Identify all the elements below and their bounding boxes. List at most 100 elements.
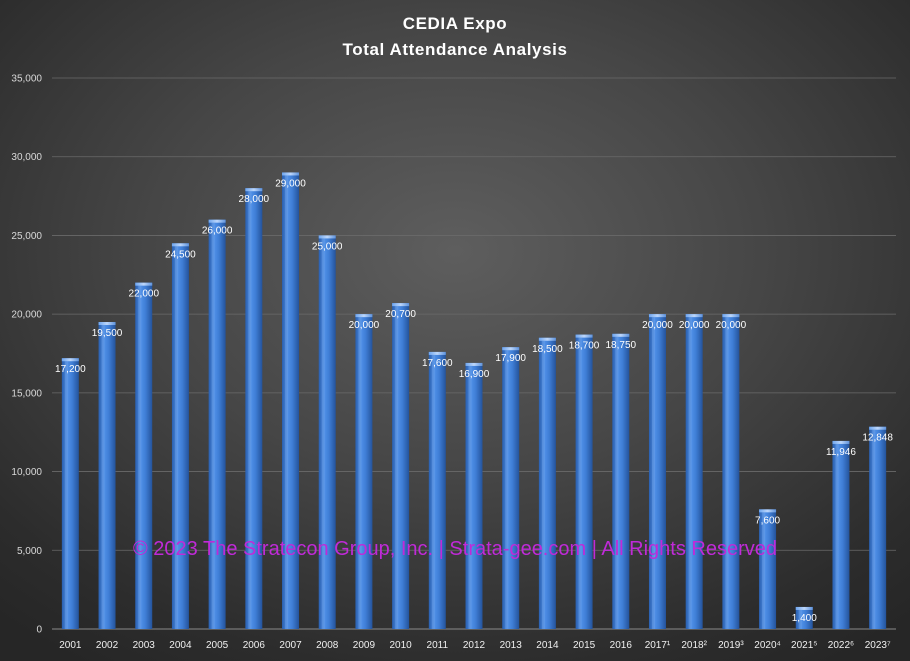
data-label: 16,900 [459, 369, 490, 380]
x-tick-label: 2018² [681, 640, 707, 651]
bar-cap [612, 333, 630, 337]
bar-highlight [835, 443, 839, 629]
x-tick-label: 2016 [610, 640, 633, 651]
bar-highlight [468, 365, 472, 629]
y-tick-label: 35,000 [11, 74, 42, 85]
x-tick-label: 2013 [500, 640, 523, 651]
bar-highlight [321, 238, 325, 629]
bar [575, 334, 593, 629]
bar-cap [538, 337, 556, 341]
bar-body [355, 314, 373, 629]
bar [759, 509, 777, 629]
bar-cap [245, 188, 263, 192]
bar [869, 426, 887, 629]
bar [465, 362, 483, 629]
bar-cap [832, 440, 850, 444]
bar-body [685, 314, 703, 629]
data-label: 1,400 [792, 613, 817, 624]
bar-body [245, 188, 263, 629]
data-label: 22,000 [128, 289, 159, 300]
x-tick-label: 2019³ [718, 640, 744, 651]
y-tick-label: 10,000 [11, 467, 42, 478]
bar-highlight [725, 317, 729, 629]
bar [648, 314, 666, 629]
bar-cap [171, 243, 189, 247]
bar-cap [759, 509, 777, 513]
bars [61, 172, 887, 630]
x-tick-label: 2002 [96, 640, 119, 651]
bar-highlight [762, 512, 766, 629]
bar [392, 303, 410, 629]
bar-cap [795, 606, 813, 610]
y-axis-ticks: 0 5,000 10,000 15,000 20,000 25,000 30,000 35,0… [11, 74, 42, 636]
bar [171, 243, 189, 630]
bar [722, 314, 740, 629]
gridlines [52, 77, 896, 630]
bar [355, 314, 373, 629]
data-label: 24,500 [165, 249, 196, 260]
bar-body [98, 322, 116, 629]
bar-body [648, 314, 666, 629]
x-tick-label: 2012 [463, 640, 486, 651]
x-tick-label: 2001 [59, 640, 82, 651]
x-tick-label: 2009 [353, 640, 376, 651]
bar-cap [869, 426, 887, 430]
bar-highlight [431, 354, 435, 629]
bar [502, 347, 520, 629]
bar-cap [428, 351, 446, 355]
bar-cap [98, 322, 116, 326]
bar-body [465, 362, 483, 629]
bar-body [135, 282, 153, 629]
bar-cap [208, 219, 226, 223]
bar-highlight [101, 325, 105, 629]
x-tick-label: 2003 [133, 640, 156, 651]
bar [832, 440, 850, 629]
bar-body [832, 440, 850, 629]
bar-cap [648, 314, 666, 318]
x-tick-label: 2010 [389, 640, 412, 651]
bar-cap [282, 172, 300, 176]
data-label: 20,700 [385, 309, 416, 320]
bar-highlight [651, 317, 655, 629]
bar-highlight [541, 340, 545, 629]
x-tick-label: 2021⁵ [791, 640, 817, 651]
bar [612, 333, 630, 629]
bar-highlight [505, 350, 509, 629]
bar-body [612, 333, 630, 629]
data-label: 17,200 [55, 364, 86, 375]
bar-highlight [688, 317, 692, 629]
bar-body [171, 243, 189, 630]
y-tick-label: 30,000 [11, 152, 42, 163]
data-label: 7,600 [755, 515, 780, 526]
bar-body [318, 235, 336, 629]
x-tick-label: 2020⁴ [754, 640, 781, 651]
data-label: 18,700 [569, 341, 600, 352]
data-label: 18,750 [605, 340, 636, 351]
y-tick-label: 15,000 [11, 388, 42, 399]
bar-highlight [174, 246, 178, 630]
bar-highlight [615, 336, 619, 629]
bar-cap [392, 303, 410, 307]
bar [245, 188, 263, 629]
x-tick-label: 2014 [536, 640, 559, 651]
data-label: 11,946 [826, 447, 856, 458]
chart-subtitle: Total Attendance Analysis [342, 40, 567, 59]
bar-cap [502, 347, 520, 351]
bar-highlight [395, 306, 399, 629]
data-label: 20,000 [679, 320, 710, 331]
x-tick-label: 2011 [427, 640, 449, 651]
bar-cap [61, 358, 79, 362]
x-tick-label: 2006 [243, 640, 266, 651]
x-tick-label: 2022⁶ [828, 640, 854, 651]
bar-body [428, 351, 446, 629]
bar [318, 235, 336, 629]
x-tick-label: 2004 [169, 640, 192, 651]
bar-highlight [872, 429, 876, 629]
data-label: 29,000 [275, 178, 306, 189]
data-label: 12,848 [862, 433, 893, 444]
bar-body [392, 303, 410, 629]
bar [98, 322, 116, 629]
data-label: 17,900 [495, 353, 526, 364]
data-label: 20,000 [349, 320, 380, 331]
bar-highlight [248, 191, 252, 629]
